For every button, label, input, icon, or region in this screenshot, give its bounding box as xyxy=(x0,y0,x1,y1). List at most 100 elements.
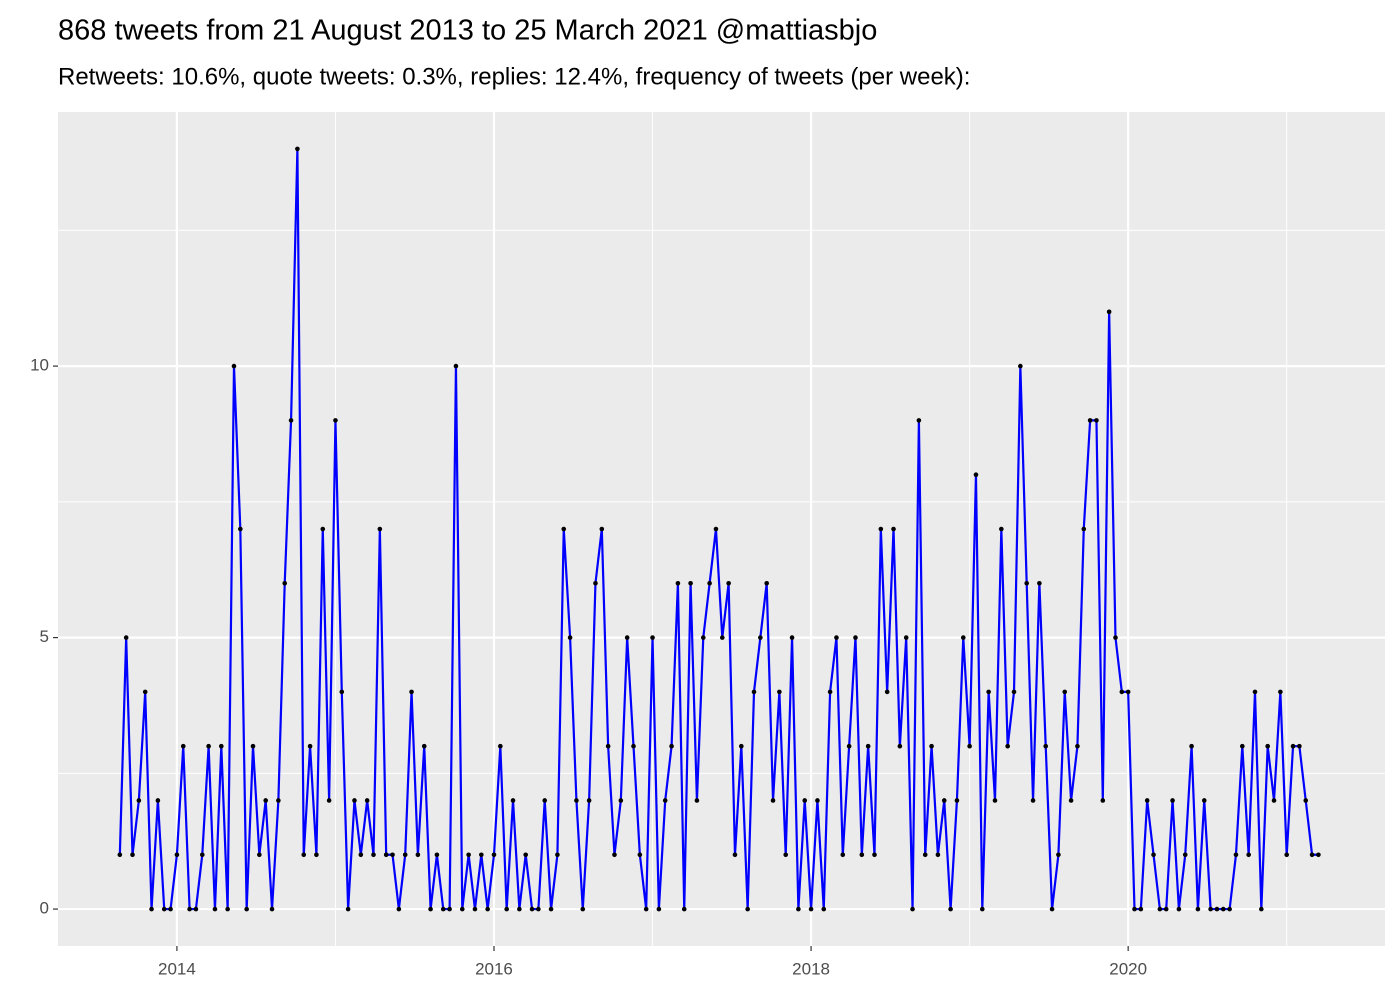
point xyxy=(960,635,966,640)
point xyxy=(815,798,820,803)
point xyxy=(1094,418,1099,423)
point xyxy=(358,852,364,858)
point xyxy=(726,580,731,586)
point xyxy=(1214,906,1220,912)
point xyxy=(662,798,668,803)
point xyxy=(1138,906,1144,912)
point xyxy=(986,689,991,695)
point xyxy=(1037,580,1042,586)
point xyxy=(561,526,567,532)
point xyxy=(421,743,427,749)
point xyxy=(536,906,541,912)
point xyxy=(929,743,934,749)
x-tick-label: 2016 xyxy=(475,959,513,978)
point xyxy=(865,743,871,749)
point xyxy=(352,798,357,803)
point xyxy=(764,580,769,586)
point xyxy=(586,798,592,803)
point xyxy=(593,580,598,586)
point xyxy=(1309,852,1315,858)
point xyxy=(681,906,687,912)
point xyxy=(1303,798,1309,803)
point xyxy=(409,689,414,695)
point xyxy=(618,798,624,803)
point xyxy=(440,906,446,912)
point xyxy=(656,906,662,912)
point xyxy=(916,418,922,423)
point xyxy=(739,743,744,749)
point xyxy=(1163,906,1169,912)
point xyxy=(1259,906,1264,912)
point xyxy=(758,635,763,640)
point xyxy=(1284,852,1290,858)
point xyxy=(523,852,529,858)
point xyxy=(180,743,186,749)
point xyxy=(1056,852,1061,858)
point xyxy=(301,852,307,858)
point xyxy=(555,852,560,858)
point xyxy=(1087,418,1093,423)
point xyxy=(453,363,459,369)
point xyxy=(345,906,351,912)
point xyxy=(922,852,928,858)
point xyxy=(1018,363,1023,369)
point xyxy=(1081,526,1087,532)
point xyxy=(1201,798,1207,803)
point xyxy=(1240,743,1245,749)
point xyxy=(770,798,776,803)
point xyxy=(859,852,865,858)
point xyxy=(1144,798,1150,803)
point xyxy=(1005,743,1010,749)
point xyxy=(174,852,180,858)
point xyxy=(1278,689,1283,695)
point xyxy=(1011,689,1017,695)
point xyxy=(155,798,161,803)
point xyxy=(1246,852,1251,858)
point xyxy=(472,906,478,912)
point xyxy=(789,635,795,640)
point xyxy=(1208,906,1213,912)
chart-title: 868 tweets from 21 August 2013 to 25 Mar… xyxy=(58,15,877,47)
point xyxy=(903,635,909,640)
point xyxy=(415,852,421,858)
point xyxy=(1176,906,1182,912)
point xyxy=(967,743,972,749)
point xyxy=(910,906,915,912)
point xyxy=(1316,852,1321,858)
point xyxy=(276,798,281,803)
point xyxy=(263,798,268,803)
point xyxy=(466,852,471,858)
point xyxy=(1227,906,1232,912)
point xyxy=(130,852,135,858)
point xyxy=(1297,743,1302,749)
point xyxy=(390,852,395,858)
point xyxy=(1271,798,1277,803)
point xyxy=(1182,852,1188,858)
x-tick-label: 2014 xyxy=(158,959,196,978)
point xyxy=(383,852,389,858)
point xyxy=(250,743,256,749)
point xyxy=(447,906,452,912)
point xyxy=(1195,906,1201,912)
point xyxy=(1157,906,1163,912)
point xyxy=(580,906,586,912)
point xyxy=(459,906,465,912)
point xyxy=(187,906,192,912)
point xyxy=(1024,580,1029,586)
point xyxy=(479,852,484,858)
point xyxy=(307,743,313,749)
point xyxy=(650,635,655,640)
point xyxy=(1220,906,1226,912)
point xyxy=(339,689,345,695)
point xyxy=(1100,798,1106,803)
point xyxy=(846,743,852,749)
point xyxy=(364,798,370,803)
point xyxy=(402,852,408,858)
point xyxy=(117,852,123,858)
point xyxy=(897,743,903,749)
plot-panel xyxy=(58,112,1385,946)
point xyxy=(1233,852,1239,858)
x-tick-label: 2018 xyxy=(792,959,830,978)
point xyxy=(777,689,782,695)
point xyxy=(282,580,288,586)
